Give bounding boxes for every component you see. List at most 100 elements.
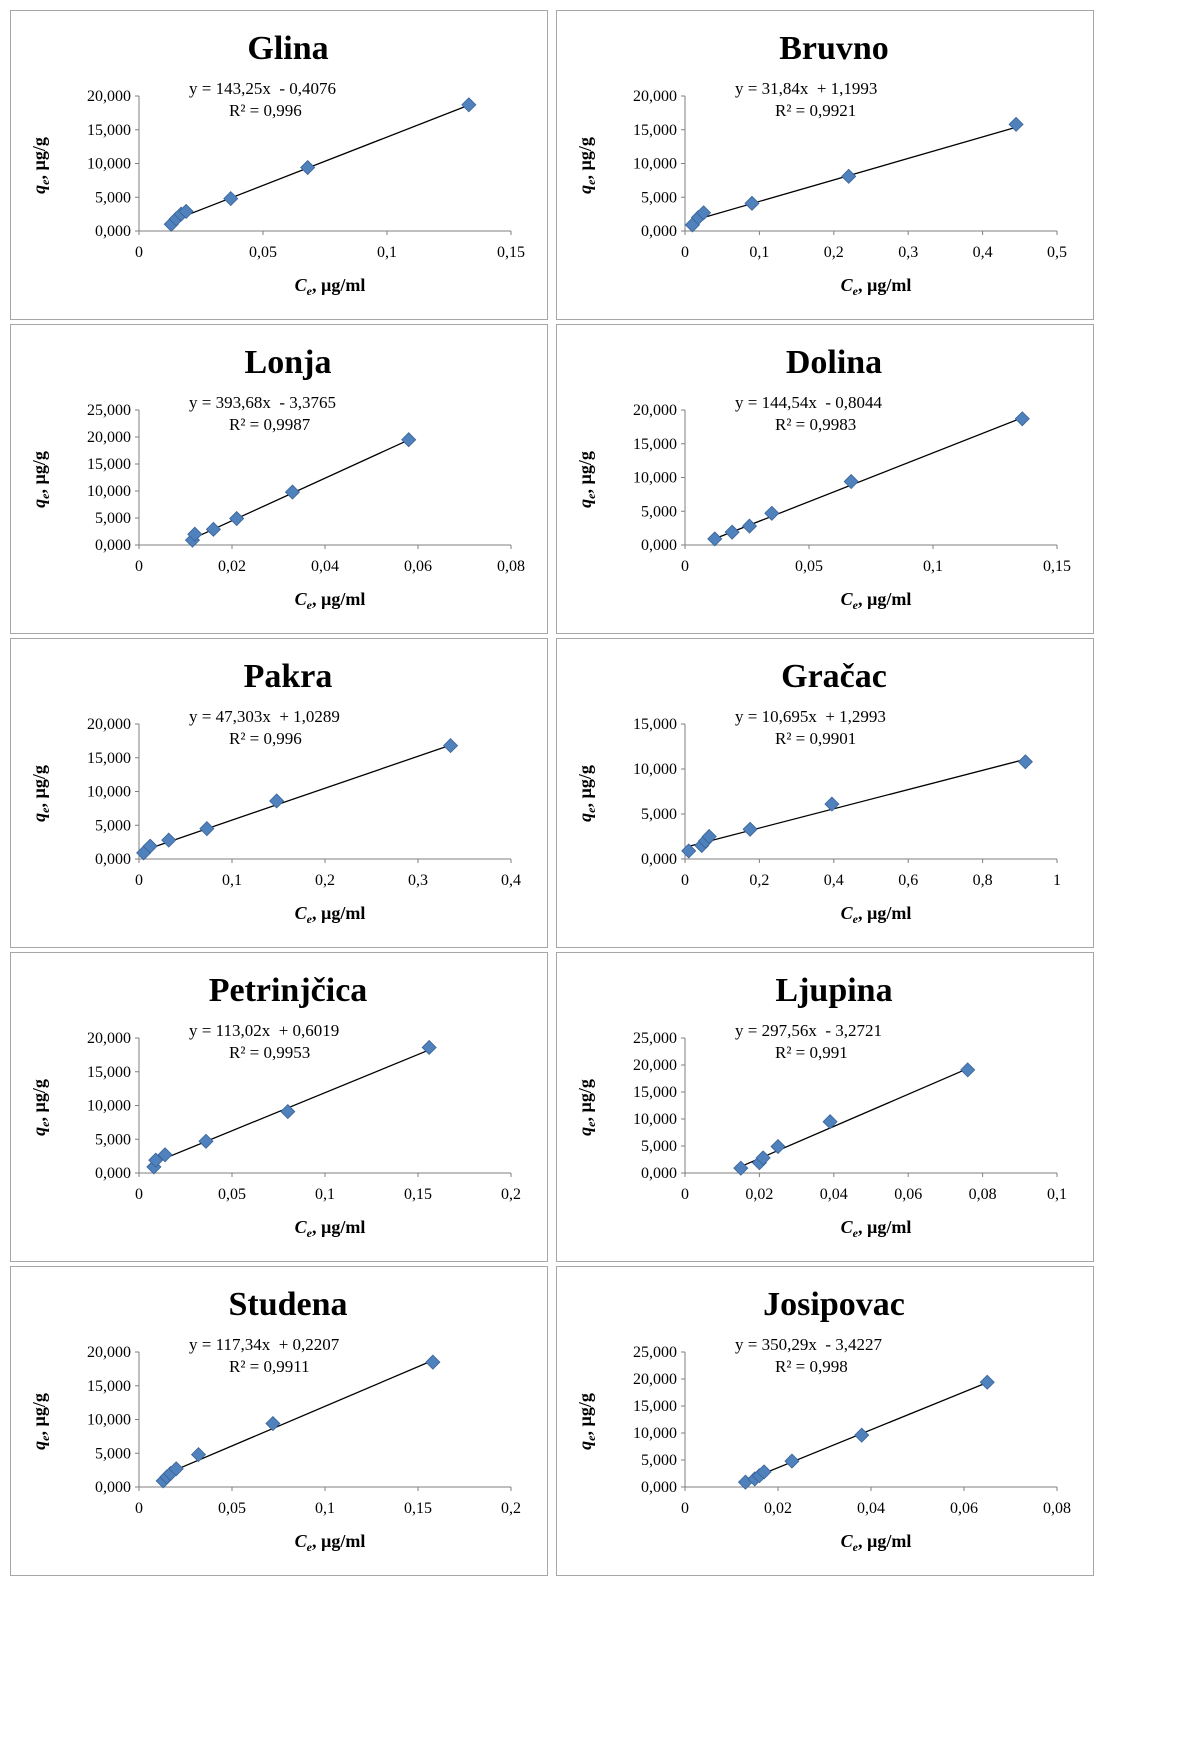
- trendline: [171, 104, 470, 222]
- data-point: [741, 518, 758, 534]
- x-tick-label: 0,15: [497, 244, 525, 261]
- y-axis-symbol: q: [29, 185, 49, 194]
- x-axis-subscript: e: [853, 598, 859, 612]
- y-tick-label: 15,000: [633, 1084, 677, 1101]
- data-point: [198, 1133, 214, 1149]
- data-point: [681, 843, 697, 859]
- x-axis-label: Ce, µg/ml: [295, 589, 366, 612]
- chart-title: Ljupina: [775, 972, 892, 1009]
- y-axis-subscript: e: [38, 1121, 52, 1127]
- data-point: [1014, 411, 1030, 427]
- chart-svg: Studena 0,000 5,000 10,000 15,000 20,000 0 0,05…: [29, 1286, 521, 1554]
- chart-grid: Glina 0,000 5,000 10,000 15,000 20,000 0 0,05 0,…: [10, 10, 1201, 1753]
- y-tick-label: 15,000: [87, 1378, 131, 1395]
- x-tick-label: 0,02: [764, 1500, 792, 1517]
- x-tick-label: 0,04: [820, 1186, 848, 1203]
- x-tick-label: 0,06: [404, 558, 432, 575]
- x-axis-unit: , µg/ml: [312, 1531, 365, 1551]
- data-point: [764, 505, 780, 521]
- y-axis-unit: , µg/g: [29, 451, 49, 493]
- trendline: [740, 1067, 968, 1168]
- y-tick-label: 10,000: [633, 470, 677, 487]
- data-point: [425, 1354, 441, 1370]
- x-axis-subscript: e: [853, 284, 859, 298]
- y-axis-unit: , µg/g: [575, 137, 595, 179]
- chart-panel-pakra: Pakra 0,000 5,000 10,000 15,000 20,000 0 0,1 0,2…: [10, 638, 548, 948]
- x-axis-symbol: C: [841, 1217, 854, 1237]
- x-tick-label: 0,2: [315, 872, 335, 889]
- r-squared-label: R² = 0,996: [229, 729, 302, 748]
- data-point: [755, 1150, 771, 1166]
- y-axis-symbol: q: [575, 1441, 595, 1450]
- y-tick-label: 10,000: [87, 1098, 131, 1115]
- x-axis-label: Ce, µg/ml: [841, 275, 912, 298]
- y-tick-label: 0,000: [95, 223, 131, 240]
- trendline-equation: y = 144,54x - 0,8044: [735, 393, 882, 412]
- trendline: [714, 417, 1023, 540]
- y-axis-symbol: q: [575, 1127, 595, 1136]
- data-point: [280, 1104, 296, 1120]
- y-axis-subscript: e: [584, 493, 598, 499]
- x-tick-label: 0,05: [795, 558, 823, 575]
- data-point: [979, 1374, 995, 1390]
- x-axis-symbol: C: [295, 903, 308, 923]
- y-tick-label: 15,000: [87, 456, 131, 473]
- data-point: [205, 521, 221, 537]
- r-squared-label: R² = 0,9921: [775, 101, 856, 120]
- y-axis-unit: , µg/g: [29, 765, 49, 807]
- y-tick-label: 10,000: [87, 156, 131, 173]
- x-axis-label: Ce, µg/ml: [295, 1531, 366, 1554]
- x-axis-symbol: C: [841, 275, 854, 295]
- y-axis-label: qe, µg/g: [575, 1079, 598, 1136]
- x-tick-label: 0,2: [824, 244, 844, 261]
- chart-title: Studena: [228, 1286, 347, 1323]
- x-axis-unit: , µg/ml: [312, 1217, 365, 1237]
- r-squared-label: R² = 0,998: [775, 1357, 848, 1376]
- y-axis-label: qe, µg/g: [29, 1079, 52, 1136]
- data-point: [733, 1160, 749, 1176]
- x-axis-label: Ce, µg/ml: [841, 1217, 912, 1240]
- data-point: [168, 1461, 184, 1477]
- y-tick-label: 25,000: [633, 1030, 677, 1047]
- y-tick-label: 10,000: [633, 761, 677, 778]
- r-squared-label: R² = 0,9983: [775, 415, 856, 434]
- y-axis-subscript: e: [38, 1435, 52, 1441]
- x-axis-subscript: e: [307, 912, 313, 926]
- x-tick-label: 0,4: [973, 244, 993, 261]
- y-axis-subscript: e: [584, 1435, 598, 1441]
- data-point: [854, 1427, 870, 1443]
- trendline-equation: y = 297,56x - 3,2721: [735, 1021, 882, 1040]
- y-axis-label: qe, µg/g: [29, 1393, 52, 1450]
- y-tick-label: 5,000: [641, 806, 677, 823]
- y-tick-label: 10,000: [87, 483, 131, 500]
- data-point: [784, 1453, 800, 1469]
- trendline-equation: y = 393,68x - 3,3765: [189, 393, 336, 412]
- x-tick-label: 0,1: [749, 244, 769, 261]
- y-axis-label: qe, µg/g: [29, 765, 52, 822]
- chart-title: Petrinjčica: [209, 972, 368, 1009]
- x-axis-unit: , µg/ml: [858, 1531, 911, 1551]
- x-tick-label: 0,1: [315, 1186, 335, 1203]
- data-point: [707, 531, 723, 547]
- x-tick-label: 0: [681, 872, 689, 889]
- y-axis-subscript: e: [38, 807, 52, 813]
- x-tick-label: 0,06: [894, 1186, 922, 1203]
- y-axis-subscript: e: [38, 179, 52, 185]
- trendline: [688, 758, 1026, 847]
- y-tick-label: 20,000: [633, 1057, 677, 1074]
- x-axis-label: Ce, µg/ml: [841, 903, 912, 926]
- x-tick-label: 0,5: [1047, 244, 1067, 261]
- chart-title: Josipovac: [763, 1286, 905, 1323]
- y-axis-label: qe, µg/g: [29, 137, 52, 194]
- trendline-equation: y = 350,29x - 3,4227: [735, 1335, 882, 1354]
- y-tick-label: 20,000: [633, 88, 677, 105]
- chart-svg: Ljupina 0,000 5,000 10,000 15,000 20,000 25,00…: [575, 972, 1067, 1240]
- y-tick-label: 15,000: [87, 122, 131, 139]
- y-tick-label: 20,000: [633, 402, 677, 419]
- y-axis-symbol: q: [29, 1127, 49, 1136]
- data-point: [148, 1152, 164, 1168]
- y-tick-label: 5,000: [641, 189, 677, 206]
- y-tick-label: 5,000: [95, 510, 131, 527]
- x-axis-symbol: C: [841, 1531, 854, 1551]
- y-tick-label: 15,000: [87, 1064, 131, 1081]
